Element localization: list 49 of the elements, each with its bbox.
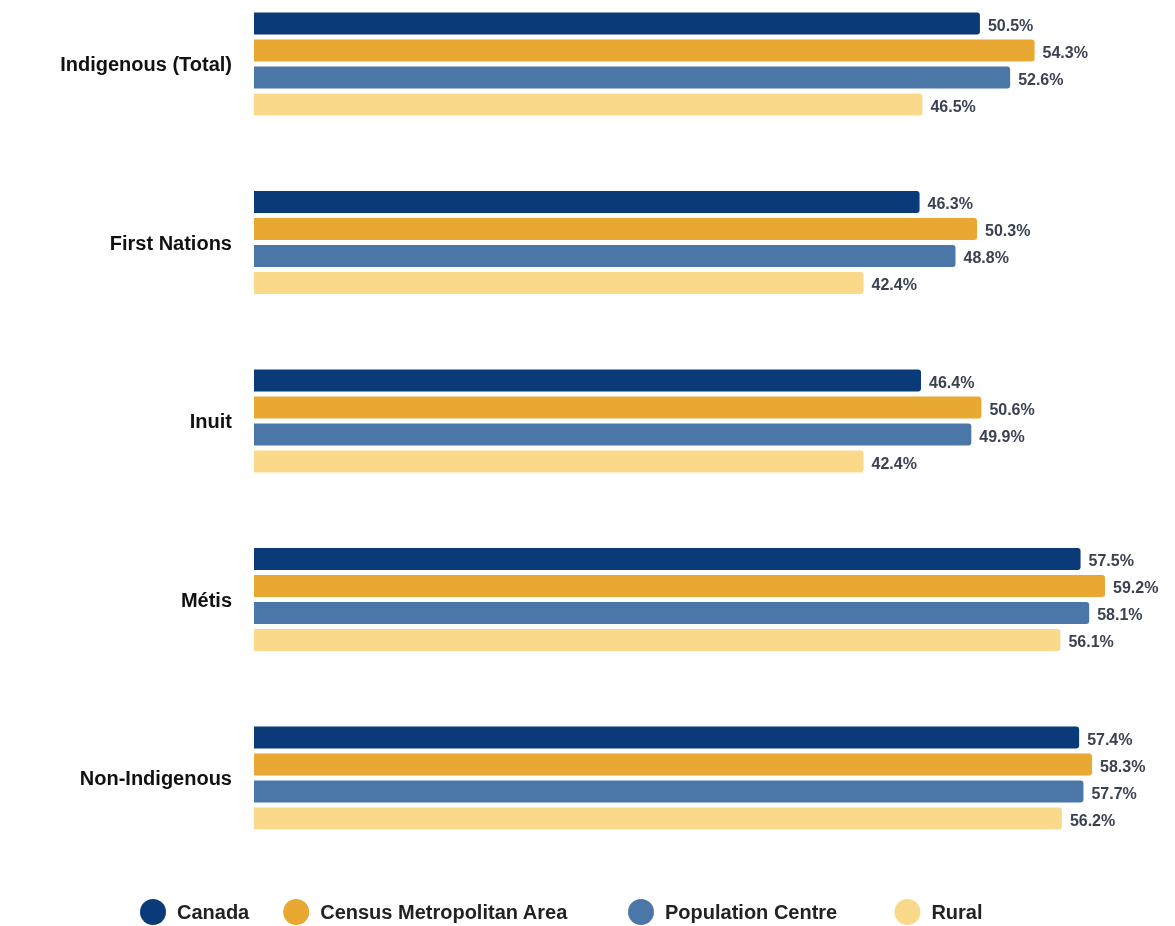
bar	[254, 548, 1081, 570]
bar	[254, 807, 1062, 830]
bar	[254, 629, 1061, 651]
bar	[254, 93, 923, 116]
data-label: 49.9%	[979, 427, 1025, 445]
data-label: 52.6%	[1018, 70, 1064, 88]
bar	[254, 191, 920, 213]
bar	[254, 396, 982, 419]
bar	[254, 780, 1084, 803]
bar	[254, 369, 921, 392]
bar	[254, 66, 1011, 89]
data-label: 50.5%	[987, 16, 1034, 34]
bar	[254, 753, 1093, 776]
data-label: 57.5%	[1088, 552, 1134, 569]
bar	[254, 218, 978, 240]
data-label: 46.4%	[929, 373, 975, 391]
bar	[254, 423, 972, 446]
data-label: 57.7%	[1091, 784, 1137, 802]
data-label: 46.5%	[930, 97, 976, 115]
data-label: 46.3%	[927, 195, 973, 212]
data-label: 48.8%	[963, 249, 1009, 266]
y-tick-label: Non-Indigenous	[79, 767, 232, 789]
bar	[254, 575, 1105, 597]
data-label: 42.4%	[871, 454, 917, 472]
data-label: 58.1%	[1097, 606, 1143, 623]
legend-label: Census Metropolitan Area	[320, 901, 569, 923]
data-label: 57.4%	[1087, 730, 1133, 748]
data-label: 50.3%	[985, 222, 1031, 239]
y-tick-label: Inuit	[189, 410, 233, 432]
legend-label: Canada	[177, 901, 251, 923]
data-label: 50.6%	[989, 400, 1035, 418]
bar	[254, 726, 1080, 749]
bar	[254, 12, 980, 35]
data-label: 58.3%	[1100, 757, 1146, 775]
legend-label: Population Centre	[665, 901, 838, 923]
data-label: 59.2%	[1113, 579, 1159, 596]
bar	[254, 602, 1090, 624]
bar	[254, 450, 864, 473]
y-tick-label: First Nations	[109, 231, 232, 254]
data-label: 42.4%	[871, 276, 917, 293]
legend-label: Rural	[931, 901, 983, 923]
data-label: 54.3%	[1042, 43, 1088, 61]
y-tick-label: Métis	[180, 588, 232, 611]
bar	[254, 245, 956, 267]
bar	[254, 272, 864, 294]
data-label: 56.2%	[1069, 811, 1116, 829]
y-tick-label: Indigenous (Total)	[60, 53, 232, 75]
bar	[254, 39, 1035, 62]
data-label: 56.1%	[1068, 633, 1114, 650]
